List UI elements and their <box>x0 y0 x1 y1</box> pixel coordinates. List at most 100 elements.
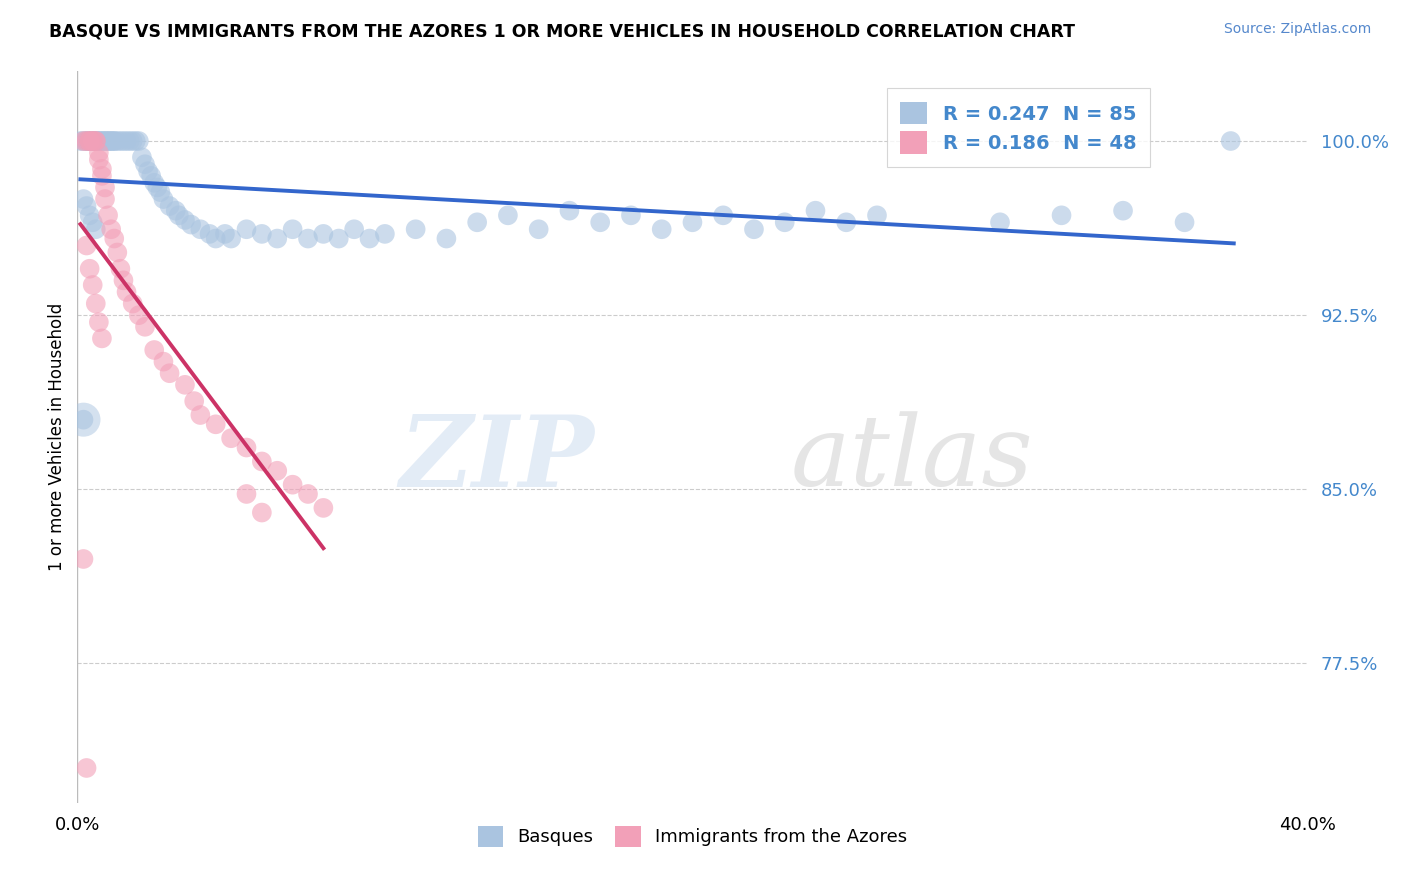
Point <box>131 150 153 164</box>
Point <box>188 408 212 422</box>
Point <box>112 273 135 287</box>
Point <box>72 134 94 148</box>
Point <box>149 185 172 199</box>
Point <box>711 208 734 222</box>
Point <box>110 261 132 276</box>
Point <box>76 238 98 252</box>
Point <box>835 215 858 229</box>
Point <box>620 208 643 222</box>
Point <box>103 134 125 148</box>
Point <box>79 134 101 148</box>
Y-axis label: 1 or more Vehicles in Household: 1 or more Vehicles in Household <box>48 303 66 571</box>
Point <box>121 134 143 148</box>
Point <box>312 227 335 241</box>
Point <box>79 134 101 148</box>
Point <box>219 431 242 445</box>
Point <box>235 441 257 455</box>
Point <box>76 134 98 148</box>
Point <box>214 227 236 241</box>
Point <box>204 231 226 245</box>
Point <box>988 215 1011 229</box>
Point <box>105 245 128 260</box>
Point <box>112 134 135 148</box>
Point <box>204 417 226 432</box>
Point <box>72 552 94 566</box>
Point <box>100 222 122 236</box>
Point <box>72 412 94 426</box>
Point <box>159 199 181 213</box>
Point <box>527 222 550 236</box>
Point <box>496 208 519 222</box>
Point <box>1050 208 1073 222</box>
Point <box>651 222 673 236</box>
Point <box>105 134 128 148</box>
Point <box>79 208 101 222</box>
Point <box>97 208 120 222</box>
Point <box>159 366 181 380</box>
Point <box>128 134 150 148</box>
Point <box>87 315 110 329</box>
Point <box>76 134 98 148</box>
Point <box>183 394 205 409</box>
Point <box>1112 203 1135 218</box>
Point <box>84 222 107 236</box>
Point <box>143 176 166 190</box>
Point <box>405 222 427 236</box>
Point <box>103 231 125 245</box>
Point <box>82 134 104 148</box>
Point <box>188 222 212 236</box>
Point <box>436 231 458 245</box>
Point <box>128 308 150 322</box>
Point <box>219 231 242 245</box>
Point <box>79 134 101 148</box>
Point <box>110 134 132 148</box>
Point <box>682 215 704 229</box>
Point <box>87 134 110 148</box>
Point <box>76 134 98 148</box>
Point <box>90 331 114 345</box>
Point <box>198 227 221 241</box>
Point <box>121 296 143 310</box>
Point <box>328 231 350 245</box>
Point <box>250 227 273 241</box>
Point <box>174 213 197 227</box>
Point <box>141 169 163 183</box>
Point <box>87 134 110 148</box>
Point <box>1219 134 1241 148</box>
Point <box>87 153 110 167</box>
Point <box>76 199 98 213</box>
Point <box>250 506 273 520</box>
Point <box>84 296 107 310</box>
Point <box>103 134 125 148</box>
Point <box>84 134 107 148</box>
Point <box>90 134 114 148</box>
Point <box>82 134 104 148</box>
Point <box>82 134 104 148</box>
Legend: Basques, Immigrants from the Azores: Basques, Immigrants from the Azores <box>468 817 917 856</box>
Point <box>152 354 174 368</box>
Point <box>152 192 174 206</box>
Point <box>90 134 114 148</box>
Point <box>235 222 257 236</box>
Point <box>773 215 796 229</box>
Point <box>281 477 304 491</box>
Text: ZIP: ZIP <box>399 411 595 508</box>
Point <box>134 319 156 334</box>
Point <box>94 134 117 148</box>
Text: BASQUE VS IMMIGRANTS FROM THE AZORES 1 OR MORE VEHICLES IN HOUSEHOLD CORRELATION: BASQUE VS IMMIGRANTS FROM THE AZORES 1 O… <box>49 22 1076 40</box>
Point <box>465 215 488 229</box>
Point <box>79 261 101 276</box>
Point <box>115 134 138 148</box>
Point <box>97 134 120 148</box>
Point <box>72 412 94 426</box>
Point <box>235 487 257 501</box>
Point <box>343 222 366 236</box>
Point <box>100 134 122 148</box>
Point <box>742 222 765 236</box>
Point <box>84 134 107 148</box>
Point <box>866 208 889 222</box>
Point <box>589 215 612 229</box>
Point <box>84 134 107 148</box>
Point <box>94 192 117 206</box>
Point <box>136 164 159 178</box>
